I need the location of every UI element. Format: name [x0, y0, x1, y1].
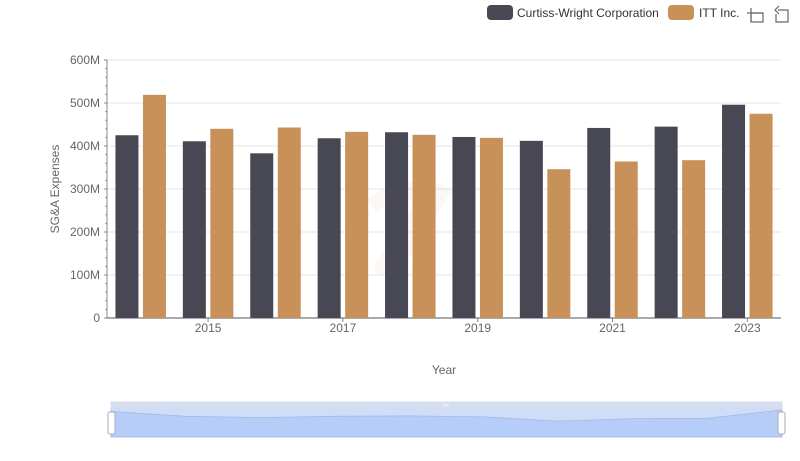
bar-itt-2022[interactable] — [682, 160, 706, 318]
bar-curtiss-wright-2016[interactable] — [250, 153, 274, 318]
bar-curtiss-wright-2015[interactable] — [182, 141, 206, 318]
bar-itt-2018[interactable] — [412, 134, 436, 318]
x-axis-label: Year — [432, 363, 456, 377]
data-zoom-slider[interactable] — [107, 401, 786, 438]
y-tick-label: 100M — [70, 268, 100, 282]
legend-item-curtiss-wright[interactable]: Curtiss-Wright Corporation — [487, 5, 659, 20]
bar-itt-2014[interactable] — [142, 94, 166, 318]
y-tick-label: 500M — [70, 96, 100, 110]
zoom-select-icon[interactable] — [747, 8, 764, 23]
legend-swatch-itt — [668, 5, 694, 20]
y-tick-label: 300M — [70, 182, 100, 196]
grid-lines — [107, 59, 781, 276]
bar-itt-2020[interactable] — [547, 169, 571, 318]
x-axis: 2015 2017 2019 2021 2023 — [107, 317, 781, 335]
bar-itt-2021[interactable] — [614, 161, 638, 318]
y-tick-label: 600M — [70, 53, 100, 67]
legend-label-itt: ITT Inc. — [699, 6, 739, 20]
x-tick-label: 2015 — [195, 321, 222, 335]
bar-curtiss-wright-2021[interactable] — [587, 127, 611, 318]
x-tick-label: 2019 — [464, 321, 491, 335]
bar-curtiss-wright-2023[interactable] — [722, 104, 746, 318]
legend-swatch-curtiss-wright — [487, 5, 513, 20]
restore-icon[interactable] — [774, 5, 789, 23]
x-tick-label: 2021 — [599, 321, 626, 335]
data-zoom-right-handle[interactable] — [777, 411, 786, 435]
y-tick-label: 0 — [93, 311, 100, 325]
bar-curtiss-wright-2019[interactable] — [452, 136, 476, 318]
y-tick-label: 400M — [70, 139, 100, 153]
data-zoom-top-bar[interactable] — [111, 402, 782, 408]
bar-itt-2023[interactable] — [749, 113, 773, 318]
bar-itt-2016[interactable] — [277, 127, 301, 318]
y-tick-label: 200M — [70, 225, 100, 239]
legend-label-curtiss-wright: Curtiss-Wright Corporation — [517, 6, 659, 20]
bar-curtiss-wright-2018[interactable] — [385, 132, 409, 318]
data-zoom-move-handle-icon[interactable] — [443, 403, 449, 407]
data-zoom-preview-area — [110, 409, 783, 438]
bars — [115, 94, 773, 319]
legend[interactable]: Curtiss-Wright Corporation ITT Inc. — [487, 5, 739, 20]
y-axis-label: SG&A Expenses — [48, 145, 62, 234]
x-tick-label: 2023 — [734, 321, 761, 335]
y-axis: 0 100M 200M 300M 400M 500M 600M — [70, 53, 108, 325]
legend-item-itt[interactable]: ITT Inc. — [668, 5, 739, 20]
watermark-logo — [368, 180, 452, 282]
x-tick-label: 2017 — [330, 321, 357, 335]
bar-curtiss-wright-2017[interactable] — [317, 138, 341, 318]
data-zoom-left-handle[interactable] — [107, 411, 116, 435]
bar-itt-2019[interactable] — [479, 137, 503, 318]
bar-itt-2017[interactable] — [345, 131, 369, 318]
bar-curtiss-wright-2020[interactable] — [519, 140, 543, 318]
bar-itt-2015[interactable] — [210, 128, 234, 318]
bar-curtiss-wright-2014[interactable] — [115, 135, 139, 318]
bar-curtiss-wright-2022[interactable] — [654, 126, 678, 319]
data-zoom-selected-range[interactable] — [111, 408, 782, 437]
